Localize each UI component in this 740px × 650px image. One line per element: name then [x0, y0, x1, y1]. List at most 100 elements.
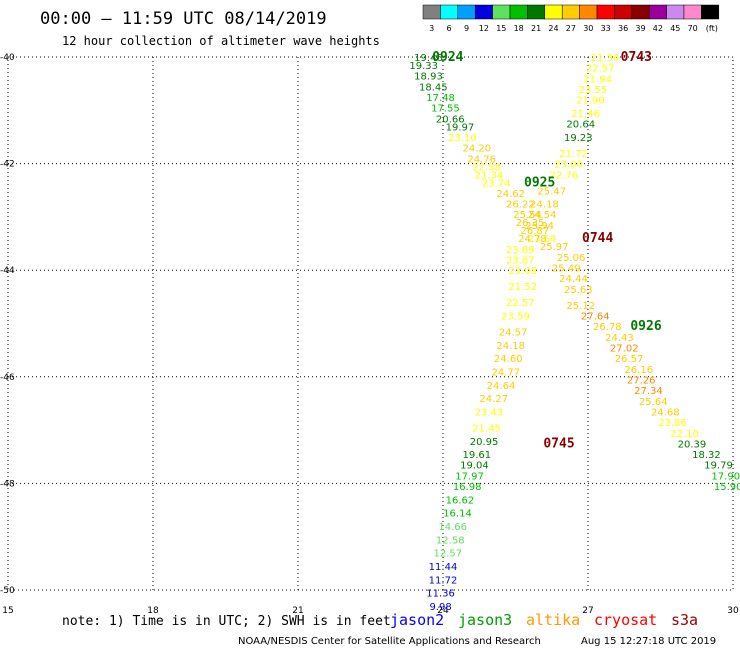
- wave-height-value: 21.72: [559, 149, 588, 160]
- legend-swatch: [440, 4, 459, 20]
- wave-height-value: 24.68: [651, 407, 680, 418]
- satellite-altika: altika: [526, 611, 580, 629]
- y-tick-label: -42: [0, 160, 15, 170]
- legend-swatch: [614, 4, 633, 20]
- legend-label: 24: [548, 24, 558, 33]
- wave-height-value: 16.62: [446, 495, 475, 506]
- y-tick-label: -46: [0, 373, 15, 383]
- wave-height-value: 20.95: [470, 437, 499, 448]
- wave-height-value: 23.55: [579, 85, 608, 96]
- wave-height-value: 24.27: [479, 394, 508, 405]
- y-tick-label: -48: [0, 479, 15, 489]
- wave-height-value: 20.66: [436, 114, 465, 125]
- plot-area: 15 18 21 24 27 30 -40 -42 -44 -46 -48 -50 19.4619.33…: [0, 50, 740, 616]
- wave-height-value: 25.06: [557, 253, 586, 264]
- legend-label: 15: [496, 24, 506, 33]
- legend-swatch: [596, 4, 615, 20]
- wave-height-value: 11.36: [426, 589, 455, 600]
- pass-label: 0744: [582, 231, 613, 246]
- wave-height-value: 21.36: [591, 53, 620, 64]
- credit-text: NOAA/NESDIS Center for Satellite Applica…: [238, 636, 541, 647]
- legend-label: 42: [653, 24, 663, 33]
- wave-height-value: 17.90: [711, 471, 740, 482]
- wave-height-value: 17.48: [426, 93, 455, 104]
- wave-height-value: 24.62: [496, 189, 525, 200]
- wave-height-value: 25.54: [513, 210, 542, 221]
- legend-swatch: [579, 4, 598, 20]
- wave-height-value: 25.94: [525, 221, 554, 232]
- legend-label: 45: [670, 24, 680, 33]
- wave-height-value: 11.44: [429, 562, 458, 573]
- wave-height-value: 20.64: [566, 120, 595, 131]
- legend-label: 33: [601, 24, 611, 33]
- wave-height-value: 25.64: [639, 397, 668, 408]
- legend-swatch: [701, 4, 720, 20]
- wave-height-value: 23.86: [658, 418, 687, 429]
- wave-height-value: 22.10: [670, 429, 699, 440]
- wave-height-value: 19.23: [564, 133, 593, 144]
- x-tick-label: 30: [727, 606, 739, 616]
- wave-height-value: 25.97: [540, 242, 569, 253]
- wave-height-value: 27.34: [634, 386, 663, 397]
- wave-height-value: 24.77: [492, 367, 521, 378]
- wave-height-value: 24.18: [530, 200, 559, 211]
- wave-height-value: 23.10: [448, 133, 477, 144]
- wave-height-value: 23.59: [501, 312, 530, 323]
- wave-height-value: 19.79: [704, 461, 733, 472]
- wave-height-value: 25.47: [537, 186, 566, 197]
- y-tick-label: -50: [0, 586, 15, 596]
- y-tick-label: -44: [0, 266, 15, 276]
- wave-height-value: 19.97: [446, 122, 475, 133]
- satellite-legend: jason2 jason3 altika cryosat s3a: [390, 611, 698, 629]
- pass-label: 0743: [621, 50, 652, 65]
- wave-height-value: 16.14: [443, 509, 472, 520]
- wave-height-value: 24.78: [518, 234, 547, 245]
- satellite-s3a: s3a: [671, 611, 698, 629]
- wave-height-value: 21.52: [508, 282, 537, 293]
- wave-height-value: 26.35: [516, 218, 545, 229]
- wave-height-value: 18.45: [419, 82, 448, 93]
- legend-swatch: [492, 4, 511, 20]
- satellite-jason3: jason3: [458, 611, 512, 629]
- legend-label: 3: [429, 24, 434, 33]
- series-0924: 19.4619.3318.9318.4517.4817.5520.6619.97…: [409, 53, 740, 493]
- legend-label: 12: [479, 24, 489, 33]
- wave-height-value: 22.76: [550, 170, 579, 181]
- legend-swatch: [474, 4, 493, 20]
- wave-height-value: 11.72: [429, 575, 458, 586]
- wave-height-value: 19.61: [463, 450, 492, 461]
- legend-label: 21: [531, 24, 541, 33]
- pass-label: 0925: [524, 175, 555, 190]
- wave-height-value: 27.26: [627, 375, 656, 386]
- wave-height-value: 17.97: [455, 471, 484, 482]
- wave-height-value: 22.58: [472, 162, 501, 173]
- y-tick-label: -40: [0, 53, 15, 63]
- plot-frame: [7, 56, 734, 591]
- wave-height-value: 15.90: [714, 482, 740, 493]
- legend-label: 30: [583, 24, 593, 33]
- wave-height-value: 22.57: [506, 298, 535, 309]
- wave-height-value: 19.04: [460, 461, 489, 472]
- legend-label: 18: [514, 24, 524, 33]
- legend-label: 27: [566, 24, 576, 33]
- wave-height-value: 24.76: [467, 154, 496, 165]
- wave-height-value: 24.44: [559, 274, 588, 285]
- legend-swatch: [683, 4, 702, 20]
- pass-label: 0926: [630, 319, 661, 334]
- x-tick-label: 18: [147, 606, 159, 616]
- chart-subtitle: 12 hour collection of altimeter wave hei…: [62, 34, 380, 48]
- wave-height-value: 27.64: [581, 312, 610, 323]
- wave-height-value: 24.60: [494, 354, 523, 365]
- wave-height-value: 12.58: [436, 535, 465, 546]
- wave-height-value: 21.90: [576, 96, 605, 107]
- x-tick-label: 21: [292, 606, 303, 616]
- wave-height-value: 9.98: [429, 602, 451, 613]
- wave-height-value: 25.49: [552, 264, 581, 275]
- wave-height-value: 23.64: [528, 234, 557, 245]
- x-tick-label: 15: [2, 606, 13, 616]
- pass-label: 0924: [432, 50, 463, 65]
- pass-label: 0745: [543, 436, 574, 451]
- wave-height-value: 24.20: [463, 144, 492, 155]
- legend-swatch: [544, 4, 563, 20]
